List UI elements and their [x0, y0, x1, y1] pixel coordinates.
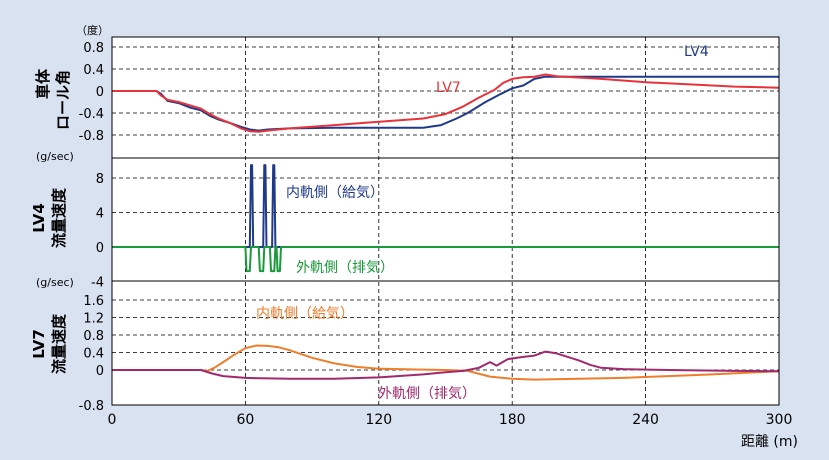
middle-y-tick-label-8: 8: [96, 172, 104, 187]
bot-ylabel-line1: LV7: [30, 329, 48, 359]
middle-y-tick-label-4: 4: [96, 207, 104, 222]
top-series-line-0: [112, 75, 779, 132]
middle-y-tick-label-0: 0: [96, 241, 104, 256]
plot-frame: [111, 36, 780, 406]
top-ylabel-line1: 車体: [34, 68, 52, 99]
bottom-series-line-0: [112, 344, 780, 381]
mid-ylabel-line1: LV4: [30, 203, 48, 233]
bottom-y-tick-label-0.4: 0.4: [83, 347, 104, 362]
x-tick-label-300: 300: [766, 412, 793, 428]
bottom-y-tick-label-1.2: 1.2: [83, 312, 104, 327]
top-y-tick-label-0.4: 0.4: [83, 63, 104, 78]
top-y-tick-label--0.4: -0.4: [79, 107, 104, 122]
bottom-y-tick-label-0: 0: [96, 364, 104, 379]
mid-inner-label: 内軌側（給気）: [286, 185, 384, 201]
x-tick-label-60: 60: [236, 412, 254, 428]
top-y-tick-label--0.8: -0.8: [79, 129, 104, 144]
bottom-series-line-1: [112, 350, 780, 380]
series-layer: [112, 73, 780, 381]
x-tick-label-120: 120: [365, 412, 392, 428]
middle-series-line-1: [112, 246, 779, 273]
bottom-y-tick-label-1.6: 1.6: [83, 294, 104, 309]
x-tick-label-180: 180: [499, 412, 526, 428]
lv7-series-tag: LV7: [436, 80, 461, 96]
x-axis-label: 距離 (m): [741, 433, 798, 450]
bottom-y-tick-label--0.8: -0.8: [79, 399, 104, 414]
mid-unit-label: (g/sec): [36, 150, 74, 163]
x-tick-label-240: 240: [632, 412, 659, 428]
tick-labels: 0 60 120 180 240 300 0.8 0.4 0 -0.4 -0.8 8 4 0 -4 1.6 1.…: [79, 41, 793, 428]
top-ylabel-line2: ロール角: [54, 70, 72, 130]
x-tick-label-0: 0: [108, 412, 117, 428]
lv4-series-tag: LV4: [684, 44, 709, 60]
bot-outer-label: 外軌側（排気）: [378, 386, 476, 402]
top-y-tick-label-0.8: 0.8: [83, 41, 104, 56]
mid-outer-label: 外軌側（排気）: [296, 260, 394, 276]
mid-ylabel-line2: 流量速度: [50, 187, 68, 248]
top-series-line-1: [112, 73, 780, 133]
bottom-y-tick-label-0.8: 0.8: [83, 329, 104, 344]
bot-unit-label: (g/sec): [36, 276, 74, 289]
plot-area: [112, 37, 779, 405]
bot-ylabel-line2: 流量速度: [50, 313, 68, 374]
middle-y-tick-label--4: -4: [91, 276, 104, 291]
top-y-tick-label-0: 0: [96, 85, 104, 100]
bot-inner-label: 内軌側（給気）: [256, 306, 354, 322]
middle-series-line-0: [112, 164, 779, 248]
top-unit-label: （度）: [76, 23, 109, 37]
